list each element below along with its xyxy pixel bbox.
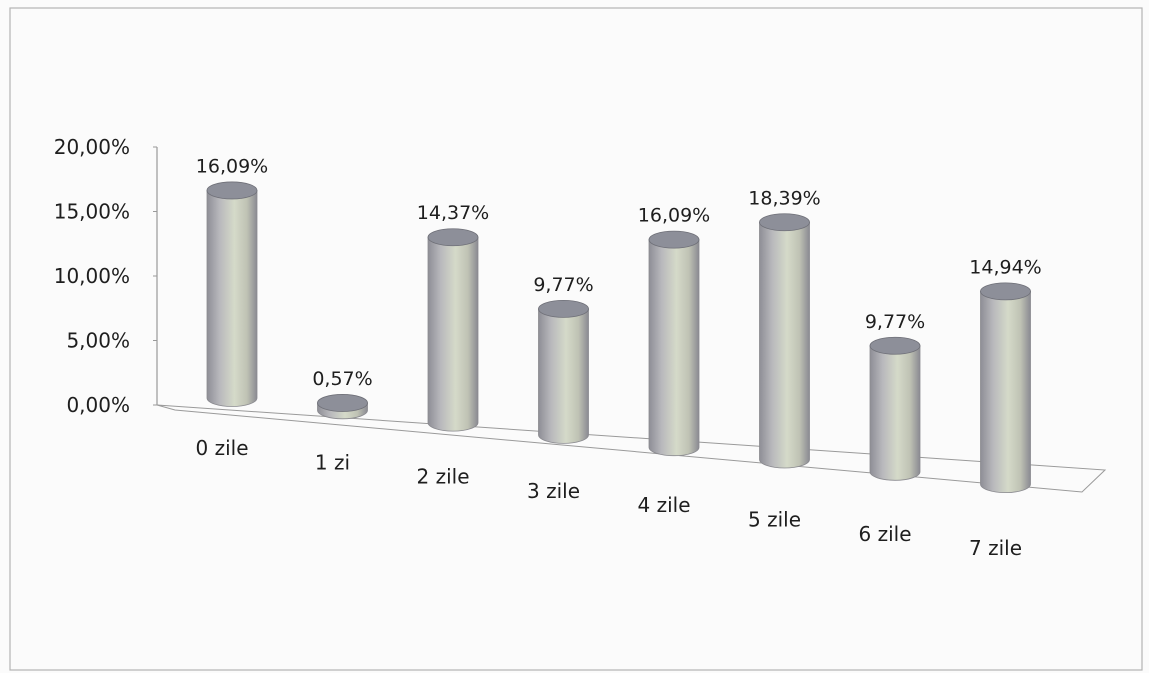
chart-frame [9, 7, 1143, 671]
data-label: 16,09% [638, 205, 710, 227]
y-tick-label: 0,00% [66, 393, 130, 417]
bar-top [317, 394, 368, 412]
category-label: 1 zi [315, 450, 350, 474]
category-label: 3 zile [527, 479, 580, 503]
category-label: 2 zile [417, 465, 470, 489]
bar-body [427, 236, 479, 432]
bar-1 [317, 394, 368, 420]
data-label: 9,77% [865, 311, 925, 333]
bar-5 [759, 213, 810, 469]
floor-plane [156, 404, 1107, 493]
category-label: 7 zile [969, 536, 1022, 560]
bar-2 [427, 228, 479, 432]
bar-body [206, 190, 258, 407]
bars [206, 181, 1031, 493]
bar-top [538, 299, 589, 318]
category-label: 6 zile [859, 522, 912, 546]
bar-top [206, 181, 258, 200]
bar-body [538, 308, 589, 444]
category-label: 5 zile [748, 508, 801, 532]
data-label: 16,09% [196, 155, 268, 177]
axis-layer [156, 147, 1107, 493]
bar-top [427, 228, 479, 247]
bar-body [869, 345, 921, 481]
category-label: 0 zile [196, 436, 249, 460]
bar-body [980, 290, 1031, 493]
y-tick-label: 10,00% [54, 264, 130, 288]
y-tick-label: 15,00% [54, 200, 130, 224]
data-label: 14,37% [417, 202, 489, 224]
bar-4 [648, 230, 700, 457]
bar-body [759, 221, 810, 469]
category-label: 4 zile [638, 493, 691, 517]
y-axis-ticks: 0,00% 5,00% 10,00% 15,00% 20,00% [54, 135, 157, 417]
bar-top [648, 230, 700, 249]
data-labels: 16,09% 0,57% 14,37% 9,77% 16,09% 18,39% 9,77% 1… [196, 155, 1042, 390]
bar-top [869, 336, 921, 355]
data-label: 18,39% [748, 187, 820, 209]
bar-body [648, 239, 700, 457]
bar-7 [980, 282, 1031, 493]
data-label: 14,94% [969, 256, 1041, 278]
data-label: 0,57% [312, 368, 372, 390]
bar-top [759, 213, 810, 232]
y-tick-label: 20,00% [54, 135, 130, 159]
bar-3 [538, 299, 589, 444]
y-tick-label: 5,00% [66, 329, 130, 353]
bar-0 [206, 181, 258, 407]
x-axis-categories: 0 zile 1 zi 2 zile 3 zile 4 zile 5 zile 6 zile… [196, 436, 1023, 560]
data-label: 9,77% [533, 274, 593, 296]
bar-6 [869, 336, 921, 481]
bar-top [980, 282, 1031, 301]
